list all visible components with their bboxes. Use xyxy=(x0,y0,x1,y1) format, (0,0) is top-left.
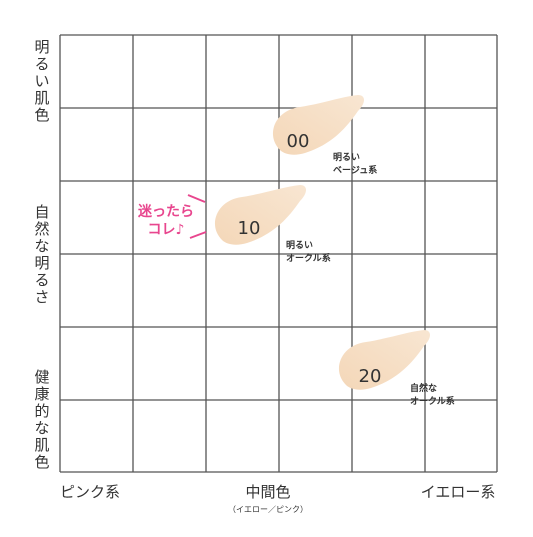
y-axis-label: 健康的な肌色 xyxy=(34,368,49,471)
shade-code: 00 xyxy=(287,131,310,152)
y-axis-label: 自然な明るさ xyxy=(34,203,49,306)
y-axis-label: 明るい肌色 xyxy=(34,38,49,124)
grid xyxy=(59,34,498,473)
shade-swatch xyxy=(214,185,306,245)
shade-swatch xyxy=(272,95,364,155)
shade-code: 20 xyxy=(359,366,382,387)
shade-description: 明るい xyxy=(286,240,313,251)
shade-code: 10 xyxy=(238,218,261,239)
callout-text: コレ♪ xyxy=(148,222,185,238)
shade-description: オークル系 xyxy=(286,252,331,264)
x-axis-sublabel: （イエロー／ピンク） xyxy=(228,505,308,514)
callout-mark xyxy=(187,194,206,203)
callout-mark xyxy=(189,231,207,239)
shade-description: オークル系 xyxy=(410,395,455,407)
shade-description: 明るい xyxy=(333,152,360,163)
shade-description: 自然な xyxy=(410,382,437,394)
shade-swatch xyxy=(338,330,430,390)
x-axis-label: 中間色 xyxy=(245,483,290,501)
x-axis-label: イエロー系 xyxy=(421,483,496,501)
callout-text: 迷ったら xyxy=(137,203,194,220)
x-axis-label: ピンク系 xyxy=(60,483,120,501)
shade-description: ベージュ系 xyxy=(333,164,377,176)
